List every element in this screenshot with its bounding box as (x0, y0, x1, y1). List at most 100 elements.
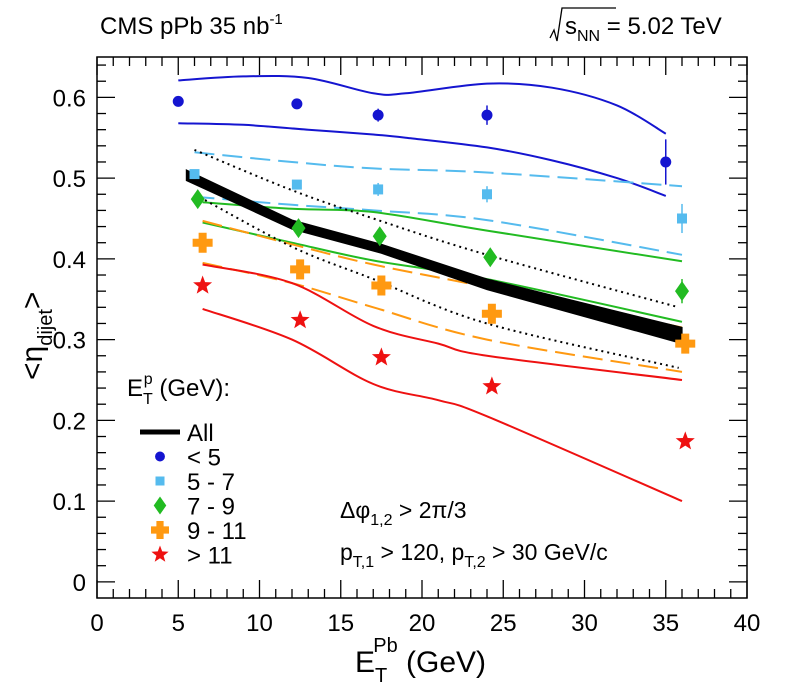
annotation-dphi: Δφ1,2 > 2π/3 (340, 497, 467, 529)
legend-title-superscript: p (144, 371, 153, 388)
data-points (172, 95, 696, 450)
x-tick-label: 10 (246, 610, 273, 637)
x-axis-title: ET Pb (GeV) (355, 635, 486, 687)
y-tick-label: 0.2 (53, 408, 86, 435)
chart-title-left: CMS pPb 35 nb-1 (100, 11, 283, 40)
band-57-lower (194, 195, 683, 256)
data-point (675, 431, 695, 450)
y-tick-label: 0.4 (53, 247, 86, 274)
svg-text:sNN = 5.02 TeV: sNN = 5.02 TeV (565, 13, 722, 45)
legend-marker (155, 451, 165, 462)
legend-item: < 5 (155, 445, 221, 472)
legend-marker (153, 496, 167, 515)
annotation-pt-cuts: pT,1 > 120, pT,2 > 30 GeV/c (340, 539, 608, 571)
x-tick-label: 35 (652, 610, 679, 637)
y-axis: 0 0.1 0.2 0.3 0.4 0.5 0.6 (53, 64, 747, 597)
x-axis-title-unit: (GeV) (398, 646, 486, 679)
y-tick-label: 0 (73, 570, 86, 597)
data-point (190, 189, 205, 210)
band-11-lower (202, 307, 683, 503)
data-point (290, 310, 310, 329)
legend-title-e: E (127, 375, 143, 402)
model-bands (178, 74, 683, 503)
annotation-pt-mid: > 120, p (374, 539, 464, 565)
x-axis-title-superscript: Pb (373, 635, 397, 657)
annotation-pt-sub1: T,1 (353, 554, 374, 571)
legend-label-all: All (187, 420, 214, 447)
x-tick-label: 0 (90, 610, 103, 637)
data-point (291, 179, 302, 190)
data-point (371, 347, 391, 366)
legend-item: 5 - 7 (155, 469, 235, 496)
legend-label: 7 - 9 (187, 494, 235, 521)
x-axis: 0 5 10 15 20 25 30 35 40 (90, 57, 760, 637)
band-5-upper (178, 74, 667, 135)
legend-label: > 11 (187, 543, 233, 570)
legend-item: > 11 (151, 543, 233, 570)
band-911-upper (202, 219, 683, 329)
legend-title-rest: (GeV): (153, 375, 230, 402)
data-point (290, 259, 311, 280)
chart-title-right: sNN = 5.02 TeV (549, 7, 722, 45)
title-right-s: s (565, 13, 577, 40)
x-tick-label: 15 (327, 610, 354, 637)
data-point (291, 218, 306, 239)
legend-label: 5 - 7 (187, 469, 235, 496)
data-point (482, 376, 502, 395)
y-tick-label: 0.6 (53, 85, 86, 112)
legend-title-subscript: T (143, 391, 153, 408)
y-tick-label: 0.1 (53, 489, 86, 516)
title-left-text: CMS pPb 35 nb (100, 13, 269, 40)
band-5-lower (178, 122, 667, 197)
x-tick-label: 5 (172, 610, 185, 637)
y-axis-title-open: < (16, 362, 49, 380)
x-axis-title-subscript: T (375, 665, 387, 687)
legend-marker (151, 545, 169, 562)
band-all-dotted-upper (194, 148, 679, 309)
legend-item-all: All (140, 420, 214, 447)
title-left-superscript: -1 (269, 11, 282, 28)
data-point (189, 169, 200, 180)
annotation-dphi-rest: > 2π/3 (393, 497, 467, 523)
data-point (193, 275, 213, 294)
band-all-dotted-lower (194, 193, 679, 369)
data-point (483, 247, 498, 268)
data-point (372, 109, 384, 121)
data-point (192, 232, 213, 253)
title-right-subscript: NN (577, 28, 600, 45)
y-tick-label: 0.3 (53, 328, 86, 355)
y-axis-title: <ηdijet> (16, 292, 57, 380)
y-axis-title-close: > (16, 292, 49, 310)
annotation-pt-sub2: T,2 (464, 554, 485, 571)
annotation-dphi-symbol: Δφ (340, 497, 370, 523)
sqrt-symbol (549, 7, 616, 42)
data-point (372, 226, 387, 247)
x-tick-label: 20 (409, 610, 436, 637)
legend-item: 9 - 11 (151, 518, 247, 545)
data-point (371, 275, 392, 296)
x-tick-label: 25 (490, 610, 517, 637)
data-point (291, 98, 303, 110)
data-point (675, 333, 696, 354)
data-point (481, 303, 502, 324)
data-point (172, 95, 184, 107)
data-point (677, 213, 687, 224)
data-point (660, 156, 672, 168)
legend-title: ETp (GeV): (127, 371, 230, 408)
band-79-upper (202, 201, 683, 263)
legend-label: < 5 (187, 445, 221, 472)
legend-item: 7 - 9 (153, 494, 235, 521)
x-tick-label: 40 (734, 610, 761, 637)
annotation-pt-rest: > 30 GeV/c (486, 539, 608, 565)
legend: ETp (GeV): All< 55 - 77 - 99 - 11> 11 (127, 371, 247, 570)
legend-marker (155, 476, 165, 486)
annotation-pt-p1: p (340, 539, 353, 565)
x-tick-label: 30 (571, 610, 598, 637)
legend-label: 9 - 11 (187, 518, 247, 545)
y-axis-title-eta: η (16, 346, 49, 363)
data-point (373, 184, 384, 195)
x-axis-title-e: E (355, 646, 375, 679)
legend-marker (151, 521, 169, 539)
annotation-dphi-subscript: 1,2 (370, 512, 392, 529)
